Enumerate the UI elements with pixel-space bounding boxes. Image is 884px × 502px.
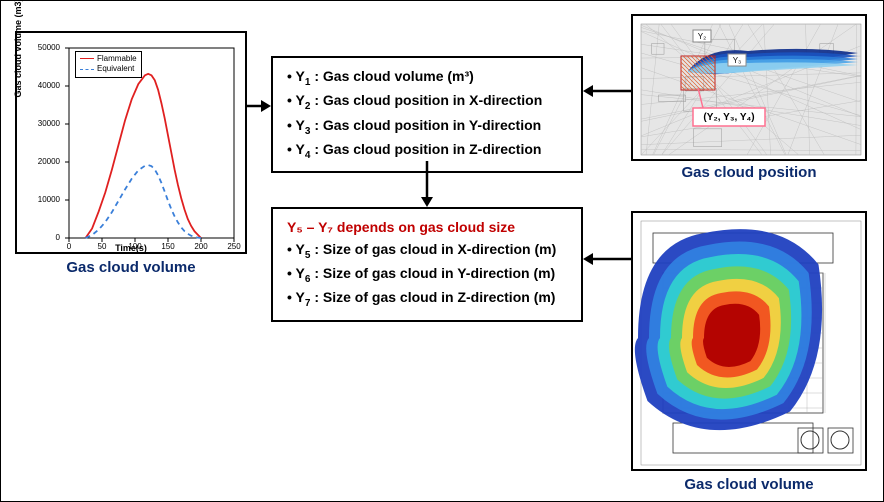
volume-chart-caption: Gas cloud volume bbox=[15, 259, 247, 276]
box1-line-3: • Y4 : Gas cloud position in Z-direction bbox=[287, 139, 567, 163]
info-box-y1-y4: • Y1 : Gas cloud volume (m³)• Y2 : Gas c… bbox=[271, 56, 583, 173]
legend-label-1: Equivalent bbox=[97, 64, 134, 73]
ytick-2: 20000 bbox=[38, 157, 60, 166]
ytick-5: 50000 bbox=[38, 43, 60, 52]
size-fig-caption: Gas cloud volume bbox=[631, 476, 867, 493]
position-fig-svg: Y₂ Y₃ (Y₂, Y₃, Y₄) bbox=[633, 16, 869, 163]
box2-line-0: • Y5 : Size of gas cloud in X-direction … bbox=[287, 239, 567, 263]
box1-line-2: • Y3 : Gas cloud position in Y-direction bbox=[287, 115, 567, 139]
arrow-size-to-box2 bbox=[583, 249, 631, 269]
ytick-4: 40000 bbox=[38, 81, 60, 90]
size-fig-svg bbox=[633, 213, 869, 473]
svg-text:Y₃: Y₃ bbox=[733, 56, 742, 65]
volume-chart-panel: Flammable Equivalent 0501001502002500100… bbox=[15, 31, 247, 254]
ytick-3: 30000 bbox=[38, 119, 60, 128]
chart-legend: Flammable Equivalent bbox=[75, 51, 142, 78]
legend-label-0: Flammable bbox=[97, 54, 137, 63]
box1-line-0: • Y1 : Gas cloud volume (m³) bbox=[287, 66, 567, 90]
legend-swatch-1 bbox=[80, 69, 94, 70]
box2-line-1: • Y6 : Size of gas cloud in Y-direction … bbox=[287, 263, 567, 287]
box2-title: Y₅ – Y₇ depends on gas cloud size bbox=[287, 217, 567, 239]
info-box-y5-y7: Y₅ – Y₇ depends on gas cloud size• Y5 : … bbox=[271, 207, 583, 322]
box2-line-2: • Y7 : Size of gas cloud in Z-direction … bbox=[287, 287, 567, 311]
svg-text:Y₂: Y₂ bbox=[698, 32, 706, 41]
position-fig-caption: Gas cloud position bbox=[631, 164, 867, 181]
arrow-box1-to-box2 bbox=[417, 161, 437, 207]
arrow-position-to-box1 bbox=[583, 81, 631, 101]
chart-xlabel: Time(s) bbox=[17, 243, 245, 253]
svg-text:(Y₂, Y₃, Y₄): (Y₂, Y₃, Y₄) bbox=[703, 112, 754, 123]
box1-line-1: • Y2 : Gas cloud position in X-direction bbox=[287, 90, 567, 114]
legend-swatch-0 bbox=[80, 58, 94, 59]
ytick-0: 0 bbox=[56, 233, 60, 242]
position-fig-panel: Y₂ Y₃ (Y₂, Y₃, Y₄) bbox=[631, 14, 867, 161]
arrow-volume-to-box1 bbox=[247, 96, 271, 116]
chart-ylabel: Gas cloud volume (m3) bbox=[13, 0, 23, 143]
size-fig-panel bbox=[631, 211, 867, 471]
ytick-1: 10000 bbox=[38, 195, 60, 204]
